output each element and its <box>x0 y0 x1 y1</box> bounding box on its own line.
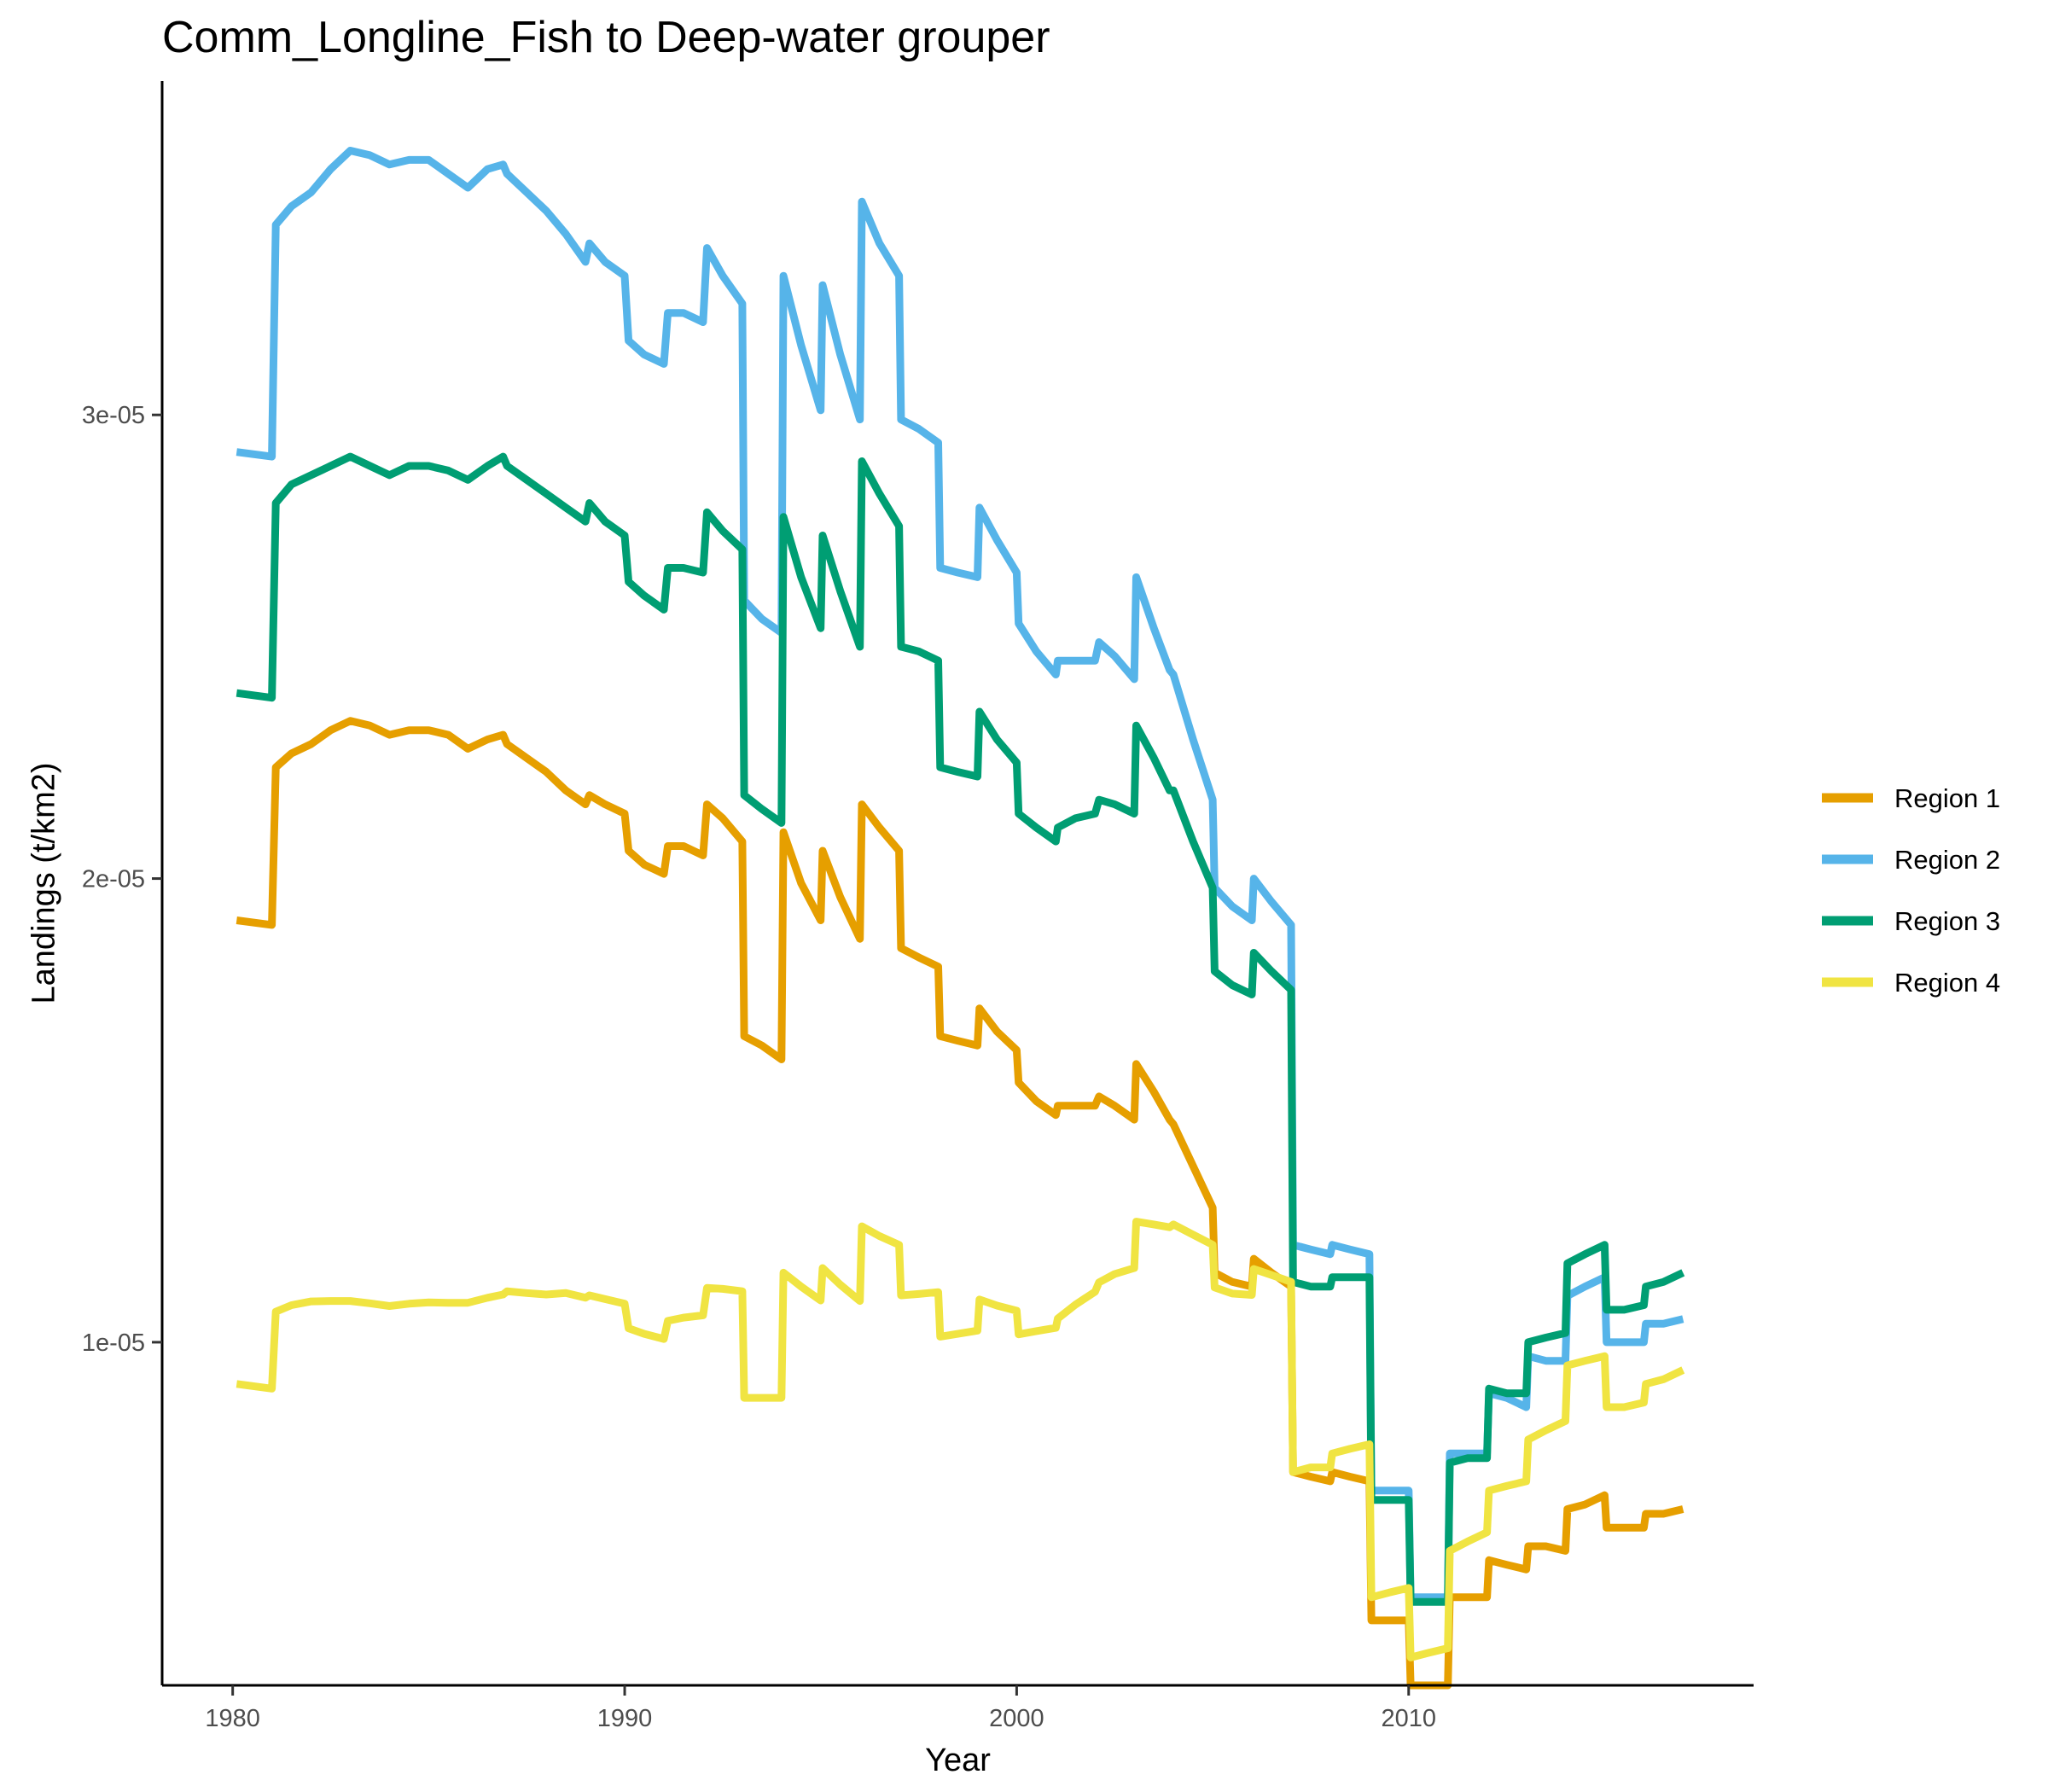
x-tick-label: 1980 <box>205 1705 260 1732</box>
y-tick-label: 3e-05 <box>82 402 145 429</box>
series-line-region-3 <box>236 452 1685 1606</box>
y-axis-ticks: 1e-05 2e-05 3e-05 <box>82 402 162 1357</box>
x-axis-ticks: 1980 1990 2000 2010 <box>205 1685 1436 1732</box>
x-tick-label: 2000 <box>989 1705 1044 1732</box>
chart-title: Comm_Longline_Fish to Deep-water grouper <box>162 13 1050 62</box>
series-line-region-2 <box>236 147 1684 1602</box>
y-tick-label: 2e-05 <box>82 866 145 893</box>
series-layer <box>236 147 1685 1690</box>
x-tick-label: 2010 <box>1382 1705 1437 1732</box>
legend-label: Region 3 <box>1894 906 2000 936</box>
legend: Region 1 Region 2 Region 3 Region 4 <box>1822 783 2000 998</box>
y-tick-label: 1e-05 <box>82 1329 145 1357</box>
legend-label: Region 4 <box>1894 968 2000 998</box>
series-line-region-4 <box>236 1218 1685 1661</box>
legend-label: Region 2 <box>1894 845 2000 875</box>
x-axis-title: Year <box>925 1743 991 1778</box>
x-tick-label: 1990 <box>597 1705 653 1732</box>
y-axis-title: Landings (t/km2) <box>26 762 61 1004</box>
legend-label: Region 1 <box>1894 783 2000 813</box>
